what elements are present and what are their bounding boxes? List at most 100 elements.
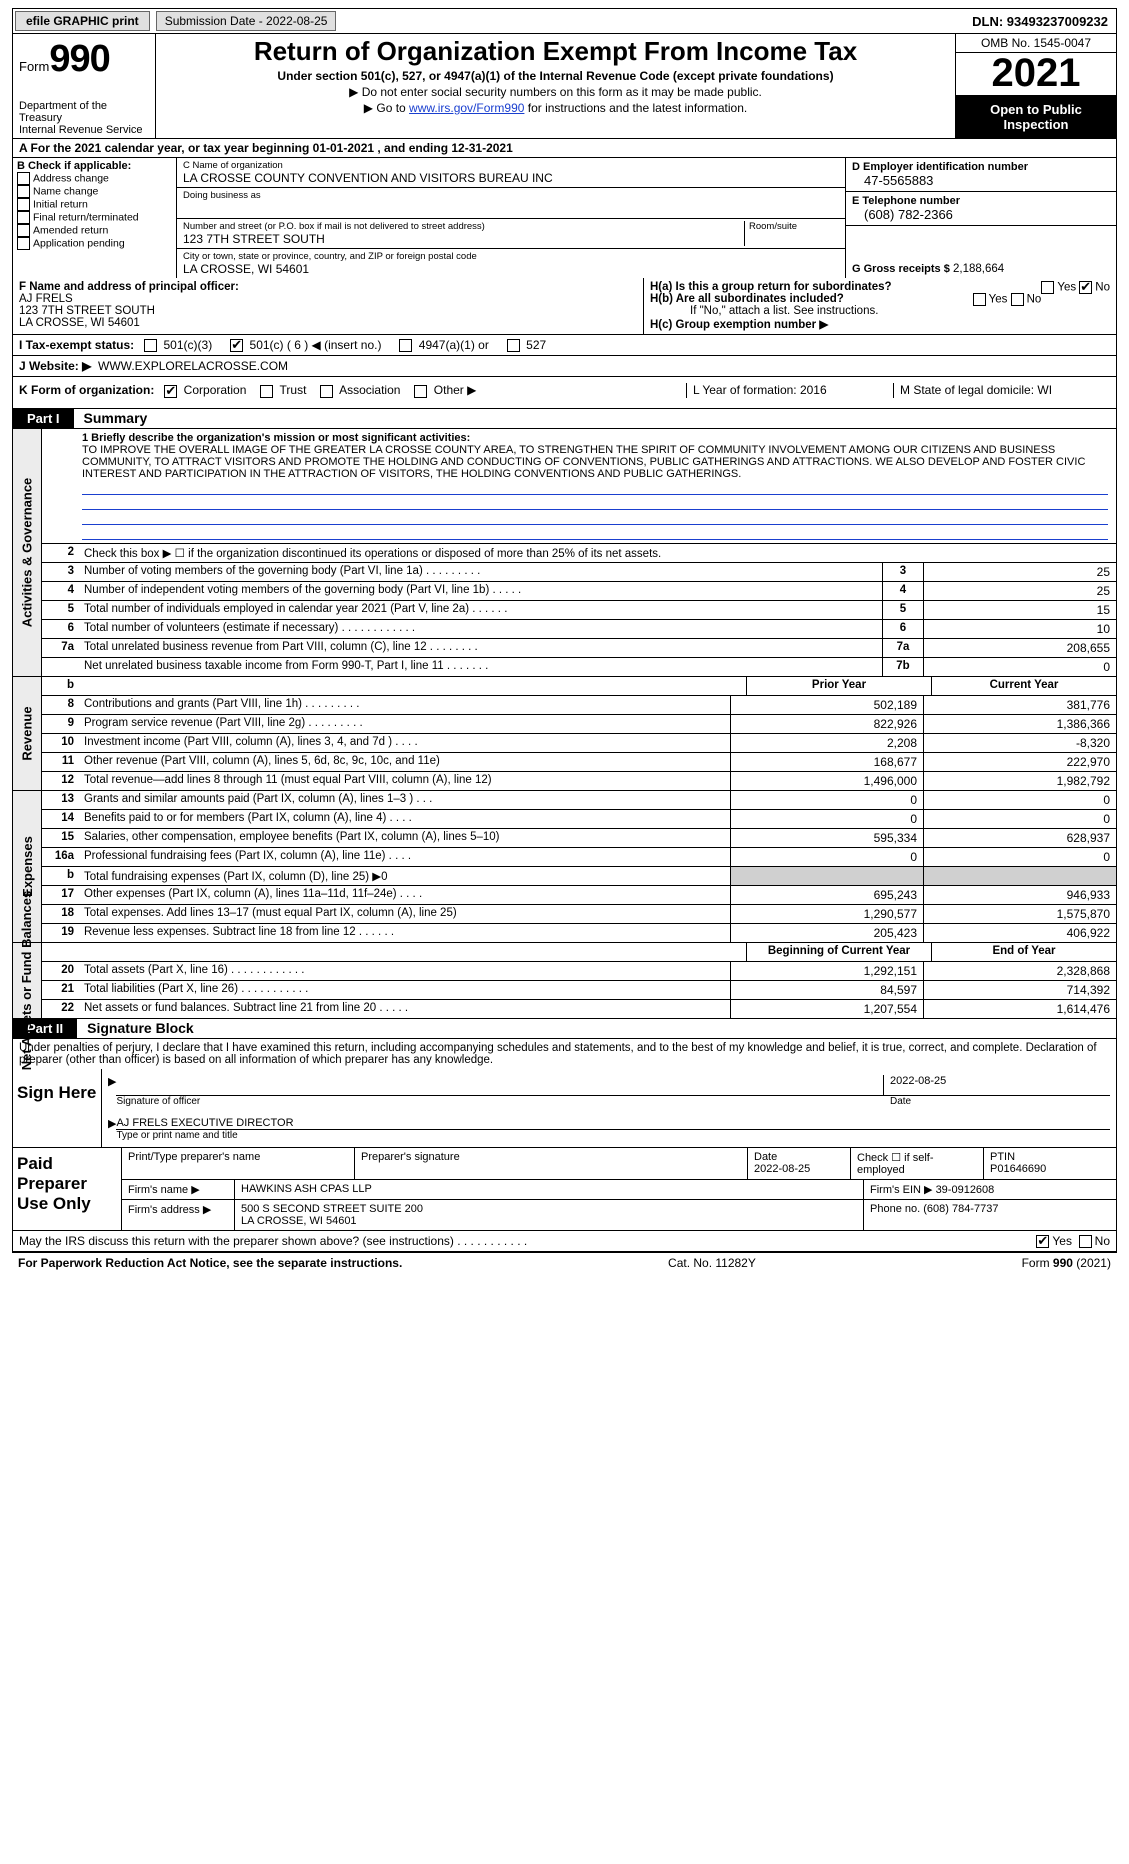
line-19: 19Revenue less expenses. Subtract line 1… xyxy=(42,924,1116,942)
part-2-header: Part II Signature Block xyxy=(12,1019,1117,1039)
tax-status-opt[interactable]: 501(c) ( 6 ) ◀ (insert no.) xyxy=(230,338,381,352)
gov-line-4: 4Number of independent voting members of… xyxy=(42,582,1116,601)
prep-date: 2022-08-25 xyxy=(754,1163,810,1175)
footer-mid: Cat. No. 11282Y xyxy=(668,1256,756,1270)
dept-label: Department of the Treasury Internal Reve… xyxy=(19,100,149,136)
prep-date-header: Date xyxy=(754,1151,777,1163)
tax-status-opt[interactable]: 527 xyxy=(507,338,546,352)
gov-line-7b: Net unrelated business taxable income fr… xyxy=(42,658,1116,676)
sign-here-label: Sign Here xyxy=(13,1069,102,1147)
vtab-net-assets: Net Assets or Fund Balances xyxy=(20,890,35,1069)
line-11: 11Other revenue (Part VIII, column (A), … xyxy=(42,753,1116,772)
line-8: 8Contributions and grants (Part VIII, li… xyxy=(42,696,1116,715)
gov-line-5: 5Total number of individuals employed in… xyxy=(42,601,1116,620)
firm-name: HAWKINS ASH CPAS LLP xyxy=(235,1180,864,1199)
ein-value: 47-5565883 xyxy=(852,173,1110,188)
footer-right: Form 990 (2021) xyxy=(1022,1256,1111,1270)
line-10: 10Investment income (Part VIII, column (… xyxy=(42,734,1116,753)
h-c-row: H(c) Group exemption number ▶ xyxy=(650,317,1110,331)
org-name: LA CROSSE COUNTY CONVENTION AND VISITORS… xyxy=(183,171,839,185)
street-label: Number and street (or P.O. box if mail i… xyxy=(183,221,744,232)
end-year-header: End of Year xyxy=(931,943,1116,961)
section-identity: B Check if applicable: Address changeNam… xyxy=(12,158,1117,278)
firm-ein-label: Firm's EIN ▶ xyxy=(870,1184,933,1196)
tax-status-opt[interactable]: 4947(a)(1) or xyxy=(399,338,488,352)
gov-line-3: 3Number of voting members of the governi… xyxy=(42,563,1116,582)
check-address-change[interactable]: Address change xyxy=(17,172,172,185)
gov-line-7a: 7aTotal unrelated business revenue from … xyxy=(42,639,1116,658)
dba-label: Doing business as xyxy=(183,190,839,201)
officer-city: LA CROSSE, WI 54601 xyxy=(19,317,637,329)
row-j-website: J Website: ▶ WWW.EXPLORELACROSSE.COM xyxy=(12,356,1117,377)
tax-status-opt[interactable]: 501(c)(3) xyxy=(144,338,212,352)
form-subtitle-1: Under section 501(c), 527, or 4947(a)(1)… xyxy=(162,69,949,83)
paid-preparer-block: Paid Preparer Use Only Print/Type prepar… xyxy=(12,1148,1117,1231)
row-i-tax-status: I Tax-exempt status: 501(c)(3) 501(c) ( … xyxy=(12,335,1117,356)
form-header: Form990 Department of the Treasury Inter… xyxy=(12,34,1117,139)
h-a-row: H(a) Is this a group return for subordin… xyxy=(650,281,1110,293)
firm-addr2: LA CROSSE, WI 54601 xyxy=(241,1215,357,1227)
check-final-return-terminated[interactable]: Final return/terminated xyxy=(17,211,172,224)
line-14: 14Benefits paid to or for members (Part … xyxy=(42,810,1116,829)
form-org-opt[interactable]: Association xyxy=(320,383,400,397)
line-12: 12Total revenue—add lines 8 through 11 (… xyxy=(42,772,1116,790)
line-b: bTotal fundraising expenses (Part IX, co… xyxy=(42,867,1116,886)
section-f-h: F Name and address of principal officer:… xyxy=(12,278,1117,335)
firm-ein: 39-0912608 xyxy=(936,1184,995,1196)
current-year-header: Current Year xyxy=(931,677,1116,695)
officer-label: F Name and address of principal officer: xyxy=(19,281,637,293)
dln-number: DLN: 93493237009232 xyxy=(972,14,1114,29)
city-value: LA CROSSE, WI 54601 xyxy=(183,262,839,276)
line-21: 21Total liabilities (Part X, line 26) . … xyxy=(42,981,1116,1000)
ein-label: D Employer identification number xyxy=(852,161,1110,173)
may-irs-discuss-row: May the IRS discuss this return with the… xyxy=(12,1231,1117,1252)
row-k-form-org: K Form of organization: Corporation Trus… xyxy=(12,377,1117,408)
paid-preparer-label: Paid Preparer Use Only xyxy=(13,1148,122,1230)
section-net-assets: Net Assets or Fund Balances Beginning of… xyxy=(12,943,1117,1019)
ptin-label: PTIN xyxy=(990,1151,1015,1163)
form990-link[interactable]: www.irs.gov/Form990 xyxy=(409,101,524,115)
org-name-label: C Name of organization xyxy=(183,160,839,171)
line-2: Check this box ▶ ☐ if the organization d… xyxy=(80,544,1116,562)
part-1-header: Part I Summary xyxy=(12,409,1117,429)
sig-name-label: Type or print name and title xyxy=(116,1130,1110,1141)
page-footer: For Paperwork Reduction Act Notice, see … xyxy=(12,1252,1117,1273)
officer-street: 123 7TH STREET SOUTH xyxy=(19,305,637,317)
sig-name: AJ FRELS EXECUTIVE DIRECTOR xyxy=(116,1117,1110,1130)
vtab-expenses: Expenses xyxy=(20,836,35,897)
firm-phone: (608) 784-7737 xyxy=(923,1203,998,1215)
sig-officer-label: Signature of officer xyxy=(116,1096,884,1107)
line-13: 13Grants and similar amounts paid (Part … xyxy=(42,791,1116,810)
room-label: Room/suite xyxy=(749,221,839,232)
sig-intro: Under penalties of perjury, I declare th… xyxy=(13,1039,1116,1069)
submission-date: Submission Date - 2022-08-25 xyxy=(156,11,337,31)
check-amended-return[interactable]: Amended return xyxy=(17,224,172,237)
form-org-opt[interactable]: Corporation xyxy=(164,383,246,397)
prior-year-header: Prior Year xyxy=(746,677,931,695)
check-application-pending[interactable]: Application pending xyxy=(17,237,172,250)
signature-block: Under penalties of perjury, I declare th… xyxy=(12,1039,1117,1148)
phone-label: E Telephone number xyxy=(852,195,1110,207)
efile-print-button[interactable]: efile GRAPHIC print xyxy=(15,11,150,31)
form-title: Return of Organization Exempt From Incom… xyxy=(162,36,949,67)
col-b-checkboxes: B Check if applicable: Address changeNam… xyxy=(13,158,177,278)
check-name-change[interactable]: Name change xyxy=(17,185,172,198)
officer-name: AJ FRELS xyxy=(19,293,637,305)
line-20: 20Total assets (Part X, line 16) . . . .… xyxy=(42,962,1116,981)
check-initial-return[interactable]: Initial return xyxy=(17,198,172,211)
phone-value: (608) 782-2366 xyxy=(852,207,1110,222)
form-org-opt[interactable]: Trust xyxy=(260,383,306,397)
form-org-opt[interactable]: Other ▶ xyxy=(414,383,476,397)
begin-year-header: Beginning of Current Year xyxy=(746,943,931,961)
form-number: Form990 xyxy=(19,38,149,81)
footer-left: For Paperwork Reduction Act Notice, see … xyxy=(18,1256,402,1270)
vtab-governance: Activities & Governance xyxy=(20,477,35,627)
firm-phone-label: Phone no. xyxy=(870,1203,920,1215)
h-b-row: H(b) Are all subordinates included? Yes … xyxy=(650,293,1110,305)
section-governance: Activities & Governance 1 Briefly descri… xyxy=(12,429,1117,677)
form-subtitle-3: ▶ Go to www.irs.gov/Form990 for instruct… xyxy=(162,101,949,115)
sig-date-label: Date xyxy=(884,1096,1110,1107)
mission-label: 1 Briefly describe the organization's mi… xyxy=(82,432,1108,444)
firm-name-label: Firm's name ▶ xyxy=(122,1180,235,1199)
website-value: WWW.EXPLORELACROSSE.COM xyxy=(98,359,288,373)
